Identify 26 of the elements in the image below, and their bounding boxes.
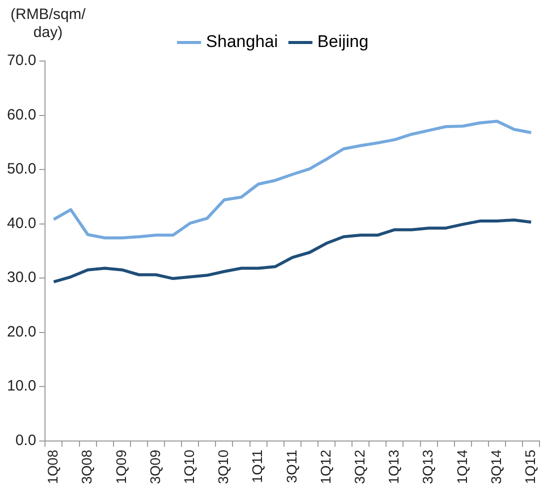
legend-label: Shanghai: [206, 32, 278, 52]
y-tick-label: 60.0: [6, 106, 36, 124]
y-axis-title: (RMB/sqm/ day): [10, 6, 86, 42]
x-tick-label: 3Q13: [420, 450, 436, 484]
y-tick-label: 0.0: [15, 432, 36, 449]
x-tick-label: 3Q14: [488, 450, 504, 484]
y-tick-label: 10.0: [6, 378, 36, 395]
y-tick-label: 50.0: [6, 160, 36, 178]
x-tick-label: 1Q11: [249, 450, 266, 483]
x-tick-label: 3Q08: [78, 450, 95, 484]
x-tick-label: 1Q09: [112, 450, 129, 484]
x-tick-label: 1Q15: [522, 450, 538, 484]
legend-label: Beijing: [317, 32, 368, 52]
x-tick-label: 1Q08: [44, 450, 61, 484]
x-tick-label: 1Q14: [454, 450, 470, 484]
x-tick-label: 3Q12: [351, 450, 368, 484]
x-tick-label: 1Q13: [386, 450, 402, 484]
y-tick-label: 70.0: [6, 52, 36, 70]
x-tick-label: 1Q12: [317, 450, 334, 484]
y-tick-label: 40.0: [6, 214, 36, 232]
x-tick-label: 3Q11: [283, 450, 300, 483]
x-tick-label: 1Q10: [180, 450, 197, 484]
x-tick-label: 3Q09: [146, 450, 163, 484]
x-tick-label: 3Q10: [215, 450, 232, 484]
y-tick-label: 20.0: [6, 323, 36, 340]
y-tick-label: 30.0: [6, 269, 36, 286]
